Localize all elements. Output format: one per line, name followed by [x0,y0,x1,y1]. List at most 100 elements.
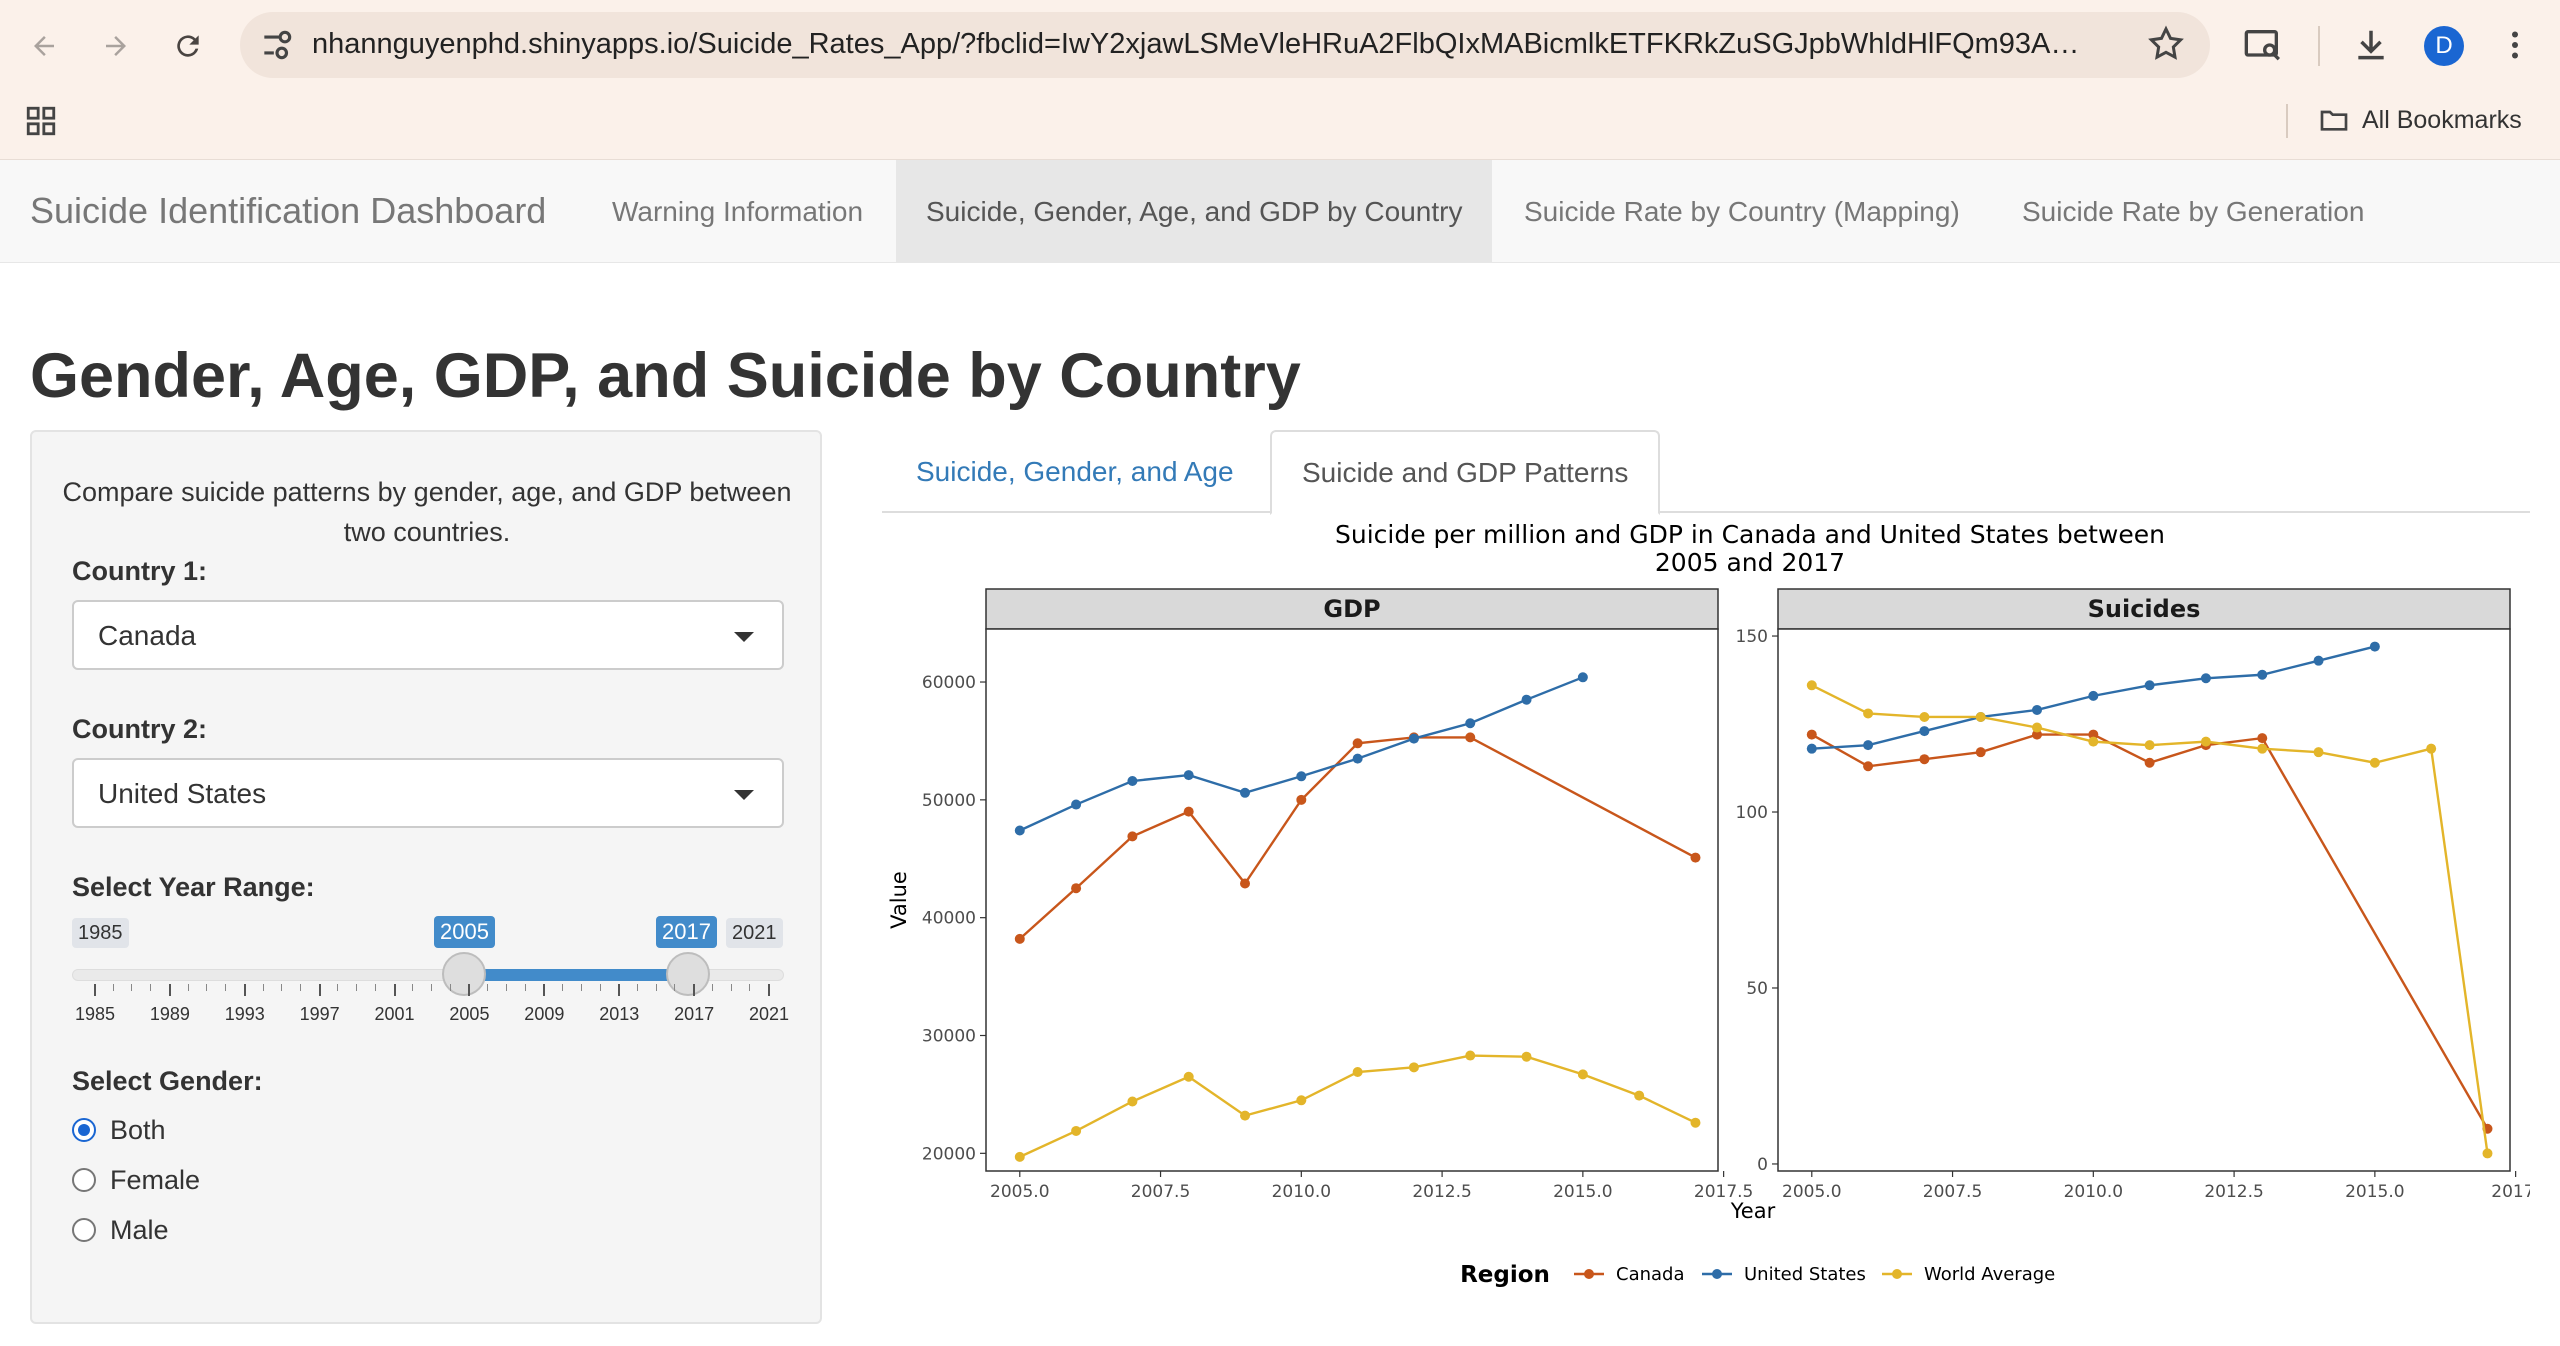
bookmark-star-icon[interactable] [2146,24,2186,64]
data-point [1014,1151,1025,1162]
y-tick-label: 40000 [922,909,976,929]
chart-title-line1: Suicide per million and GDP in Canada an… [1335,520,2165,549]
data-point [1014,933,1025,944]
menu-kebab-icon[interactable] [2490,20,2540,70]
year-grid-label: 1989 [149,1004,190,1024]
all-bookmarks-button[interactable]: All Bookmarks [2318,100,2522,140]
x-tick-label: 2007.5 [1923,1182,1982,1202]
radio-female[interactable] [72,1168,96,1192]
year-grid-tick [468,984,471,996]
country2-label: Country 2: [72,714,207,744]
x-axis-label: Year [1730,1199,1776,1223]
browser-toolbar: nhannguyenphd.shinyapps.io/Suicide_Rates… [0,0,2560,90]
data-point [1690,1117,1701,1128]
year-grid-minor-tick [655,984,657,991]
reload-icon[interactable] [164,22,212,70]
data-point [2257,743,2268,754]
year-grid-tick [693,984,696,996]
year-to-label: 2017 [656,916,717,948]
nav-generation[interactable]: Suicide Rate by Generation [2022,195,2365,227]
data-point [2200,673,2211,684]
year-grid-tick [618,984,621,996]
toolbar-divider [2318,26,2320,66]
profile-avatar[interactable]: D [2424,26,2464,66]
apps-grid-icon[interactable] [24,104,58,138]
data-point [1919,711,1930,722]
year-grid-minor-tick [206,984,208,991]
data-point [1127,1096,1138,1107]
url-text: nhannguyenphd.shinyapps.io/Suicide_Rates… [312,28,2092,60]
facet-panel [1777,628,2511,1172]
facet-panel [985,628,1719,1172]
download-icon[interactable] [2346,20,2396,70]
chevron-down-icon [734,790,754,800]
data-point [2088,690,2099,701]
data-point [1352,738,1363,749]
data-point [2313,747,2324,758]
data-point [2257,733,2268,744]
year-grid-tick [768,984,770,996]
data-point [1071,883,1082,894]
data-point [1806,680,1817,691]
y-tick-label: 20000 [922,1144,976,1164]
gender-option-male[interactable]: Male [72,1210,169,1250]
navbar-brand[interactable]: Suicide Identification Dashboard [30,190,547,231]
year-grid-tick [243,984,246,996]
data-point [1975,711,1986,722]
nav-mapping[interactable]: Suicide Rate by Country (Mapping) [1524,195,1960,227]
data-point [2032,704,2043,715]
radio-both[interactable] [72,1118,96,1142]
back-icon[interactable] [20,22,68,70]
year-grid-label: 2021 [748,1004,790,1024]
app-navbar: Suicide Identification Dashboard Warning… [0,160,2560,263]
country1-select[interactable]: Canada [72,600,784,670]
data-point [1408,733,1419,744]
year-range-label: Select Year Range: [72,872,315,902]
data-point [1408,1062,1419,1073]
data-point [2144,757,2155,768]
facet-strip-label: Suicides [2088,595,2201,623]
data-point [2144,740,2155,751]
year-from-handle[interactable] [442,952,486,996]
radio-male[interactable] [72,1218,96,1242]
chart-container: Suicide per million and GDP in Canada an… [882,515,2540,1320]
year-grid-label: 1997 [299,1004,340,1024]
tab-suicide-gdp[interactable]: Suicide and GDP Patterns [1270,430,1661,515]
year-grid-minor-tick [150,984,152,991]
year-to-handle[interactable] [666,952,710,996]
data-point [2088,736,2099,747]
data-point [1352,753,1363,764]
data-point [1127,831,1138,842]
data-point [1296,794,1307,805]
year-grid-minor-tick [580,984,582,991]
y-tick-label: 0 [1757,1155,1768,1175]
y-tick-label: 50 [1746,979,1768,999]
tab-suicide-gender-age[interactable]: Suicide, Gender, and Age [916,455,1234,487]
data-point [2257,669,2268,680]
tabset: Suicide, Gender, and Age Suicide and GDP… [882,430,2530,515]
folder-icon [2320,110,2348,131]
nav-gender-age-gdp[interactable]: Suicide, Gender, Age, and GDP by Country [896,160,1493,263]
country2-select[interactable]: United States [72,758,784,828]
data-point [2369,757,2380,768]
site-settings-icon[interactable] [258,26,296,64]
data-point [1296,1095,1307,1106]
year-grid-minor-tick [187,984,189,991]
data-point [1240,878,1251,889]
gender-option-female[interactable]: Female [72,1160,200,1200]
country2-value: United States [98,778,267,809]
sidebar-description: Compare suicide patterns by gender, age,… [62,477,792,547]
forward-icon[interactable] [92,22,140,70]
address-bar[interactable]: nhannguyenphd.shinyapps.io/Suicide_Rates… [240,12,2210,78]
chart-svg: Suicide per million and GDP in Canada an… [887,520,2540,1288]
year-grid-minor-tick [730,984,732,991]
search-tab-icon[interactable] [2238,20,2288,70]
bookmarks-divider [2286,104,2288,138]
data-point [1071,799,1082,810]
x-tick-label: 2005.0 [1782,1182,1841,1202]
gender-option-both[interactable]: Both [72,1110,166,1150]
facet-strip [985,588,1719,630]
country1-value: Canada [98,620,197,651]
data-point [1352,1067,1363,1078]
nav-warning-information[interactable]: Warning Information [612,195,864,227]
